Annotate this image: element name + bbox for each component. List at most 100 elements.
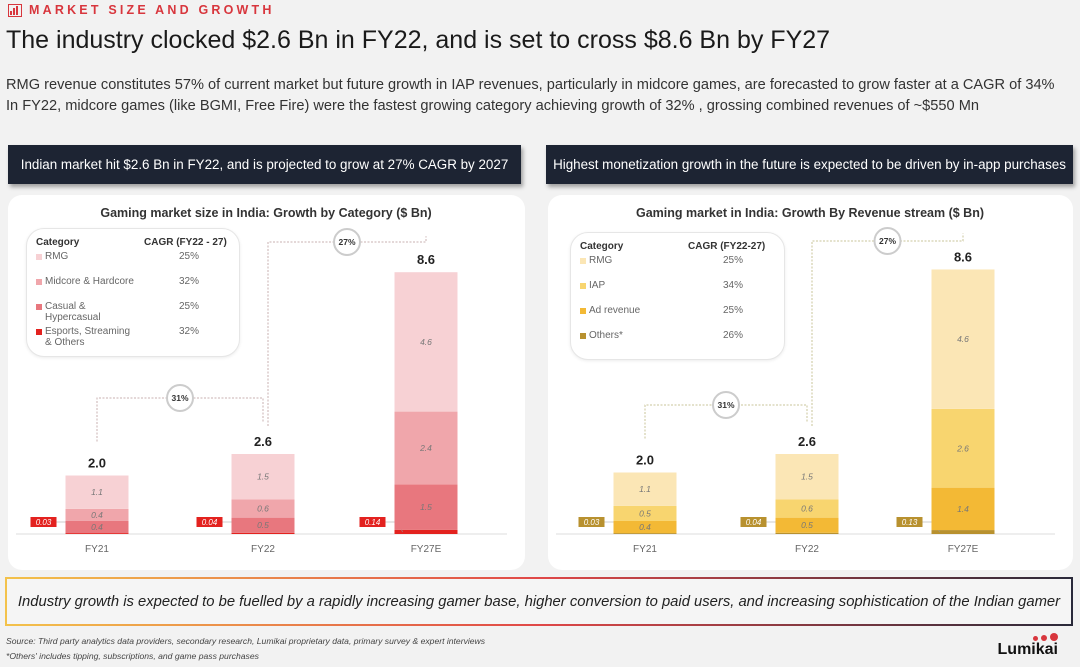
category-legend: Category CAGR (FY22 - 27) RMG 25% Midcore & … xyxy=(26,228,240,357)
bar-segment xyxy=(231,499,295,518)
segment-label: 1.5 xyxy=(420,502,432,512)
legend-label: Casual & Hypercasual xyxy=(45,301,101,323)
bar-segment xyxy=(775,532,839,534)
legend-swatch xyxy=(36,304,42,310)
source-footnote: Source: Third party analytics data provi… xyxy=(6,636,486,646)
segment-label: 1.4 xyxy=(957,504,969,514)
legend-label: Others* xyxy=(589,330,623,341)
subtitle: RMG revenue constitutes 57% of current m… xyxy=(6,75,1055,117)
segment-label: 0.4 xyxy=(639,522,651,532)
legend-cagr-value: 25% xyxy=(723,305,744,316)
right-header: Highest monetization growth in the futur… xyxy=(546,145,1073,184)
bar-segment xyxy=(65,520,129,534)
bar-segment xyxy=(613,520,677,534)
legend-cagr-value: 32% xyxy=(179,276,200,287)
bar-segment xyxy=(613,505,677,521)
legend-label: IAP xyxy=(589,280,606,291)
legend-cagr-value: 26% xyxy=(723,330,744,341)
x-tick-label: FY22 xyxy=(795,544,819,555)
segment-label: 2.6 xyxy=(956,443,969,453)
segment-label: 0.5 xyxy=(257,520,269,530)
section-label: MARKET SIZE AND GROWTH xyxy=(8,3,275,17)
cagr-bubble xyxy=(333,228,361,256)
others-footnote: *Others' includes tipping, subscriptions… xyxy=(6,651,259,661)
total-label: 2.0 xyxy=(88,456,106,471)
bar-segment xyxy=(775,499,839,518)
bar-segment xyxy=(931,408,995,488)
category-chart: Gaming market size in India: Growth by C… xyxy=(16,206,507,555)
legend-item: Midcore & Hardcore xyxy=(36,276,136,287)
legend-cagr-value: 25% xyxy=(179,301,200,312)
small-value-label: 0.03 xyxy=(36,518,52,527)
bar-segment xyxy=(231,517,295,533)
segment-label: 0.4 xyxy=(91,522,103,532)
legend-cagr-header: CAGR (FY22 - 27) xyxy=(144,237,227,248)
legend-item: Casual & Hypercasual xyxy=(36,301,136,323)
cagr-bubble-label: 27% xyxy=(879,236,896,246)
legend-item: IAP xyxy=(580,280,680,291)
page-title: The industry clocked $2.6 Bn in FY22, an… xyxy=(6,26,831,54)
chart-title: Gaming market in India: Growth By Revenu… xyxy=(636,206,984,220)
small-value-label: 0.03 xyxy=(584,518,600,527)
legend-label: Midcore & Hardcore xyxy=(45,276,134,287)
small-value-box xyxy=(359,517,386,527)
legend-item: Esports, Streaming & Others xyxy=(36,326,136,348)
segment-label: 1.5 xyxy=(801,472,813,482)
legend-cagr-value: 32% xyxy=(179,326,200,337)
section-label-text: MARKET SIZE AND GROWTH xyxy=(29,3,275,17)
lumikai-logo: Lumikai xyxy=(998,633,1058,659)
x-tick-label: FY21 xyxy=(633,544,657,555)
segment-label: 1.1 xyxy=(91,487,103,497)
segment-label: 1.5 xyxy=(257,472,269,482)
bar-segment xyxy=(931,487,995,531)
bar-segment xyxy=(65,508,129,521)
bar-segment xyxy=(65,475,129,509)
small-value-label: 0.04 xyxy=(746,518,762,527)
revenue-legend: Category CAGR (FY22-27) RMG 25% IAP 34% Ad rev… xyxy=(570,232,785,360)
x-tick-label: FY27E xyxy=(948,544,979,555)
x-tick-label: FY21 xyxy=(85,544,109,555)
legend-label: RMG xyxy=(589,255,613,266)
small-value-box xyxy=(578,517,605,527)
small-value-label: 0.14 xyxy=(365,518,381,527)
cagr-bubble xyxy=(166,384,194,412)
segment-label: 4.6 xyxy=(957,334,969,344)
legend-label: RMG xyxy=(45,251,69,262)
legend-swatch xyxy=(36,279,42,285)
legend-item: Ad revenue xyxy=(580,305,680,316)
legend-cagr-value: 34% xyxy=(723,280,744,291)
bar-segment xyxy=(394,529,458,534)
x-tick-label: FY22 xyxy=(251,544,275,555)
legend-item: RMG xyxy=(36,251,136,262)
bar-segment xyxy=(394,484,458,530)
small-value-box xyxy=(896,517,923,527)
segment-label: 1.1 xyxy=(639,484,651,494)
bar-segment xyxy=(775,454,839,500)
bar-segment xyxy=(613,472,677,506)
subtitle-line-1: RMG revenue constitutes 57% of current m… xyxy=(6,77,1055,93)
revenue-chart: Gaming market in India: Growth By Revenu… xyxy=(556,206,1055,555)
cagr-bubble xyxy=(873,227,902,255)
legend-cagr-value: 25% xyxy=(723,255,744,266)
legend-cagr-value: 25% xyxy=(179,251,200,262)
small-value-label: 0.13 xyxy=(902,518,918,527)
legend-swatch xyxy=(580,308,586,314)
small-value-label: 0.04 xyxy=(202,518,218,527)
segment-label: 0.4 xyxy=(91,510,103,520)
key-insight-callout: Industry growth is expected to be fuelle… xyxy=(5,577,1073,626)
legend-cagr-header: CAGR (FY22-27) xyxy=(688,241,766,252)
total-label: 8.6 xyxy=(954,249,972,264)
legend-item: Others* xyxy=(580,330,680,341)
legend-label: Ad revenue xyxy=(589,305,641,316)
total-label: 2.6 xyxy=(254,434,272,449)
category-chart-card: Gaming market size in India: Growth by C… xyxy=(8,195,525,570)
legend-label: Esports, Streaming & Others xyxy=(45,326,131,348)
revenue-chart-card: Gaming market in India: Growth By Revenu… xyxy=(548,195,1073,570)
bar-segment xyxy=(394,272,458,412)
total-label: 8.6 xyxy=(417,252,435,267)
segment-label: 2.4 xyxy=(419,443,432,453)
cagr-bubble-label: 31% xyxy=(717,400,734,410)
small-value-box xyxy=(740,517,767,527)
bar-segment xyxy=(931,269,995,409)
legend-swatch xyxy=(580,258,586,264)
